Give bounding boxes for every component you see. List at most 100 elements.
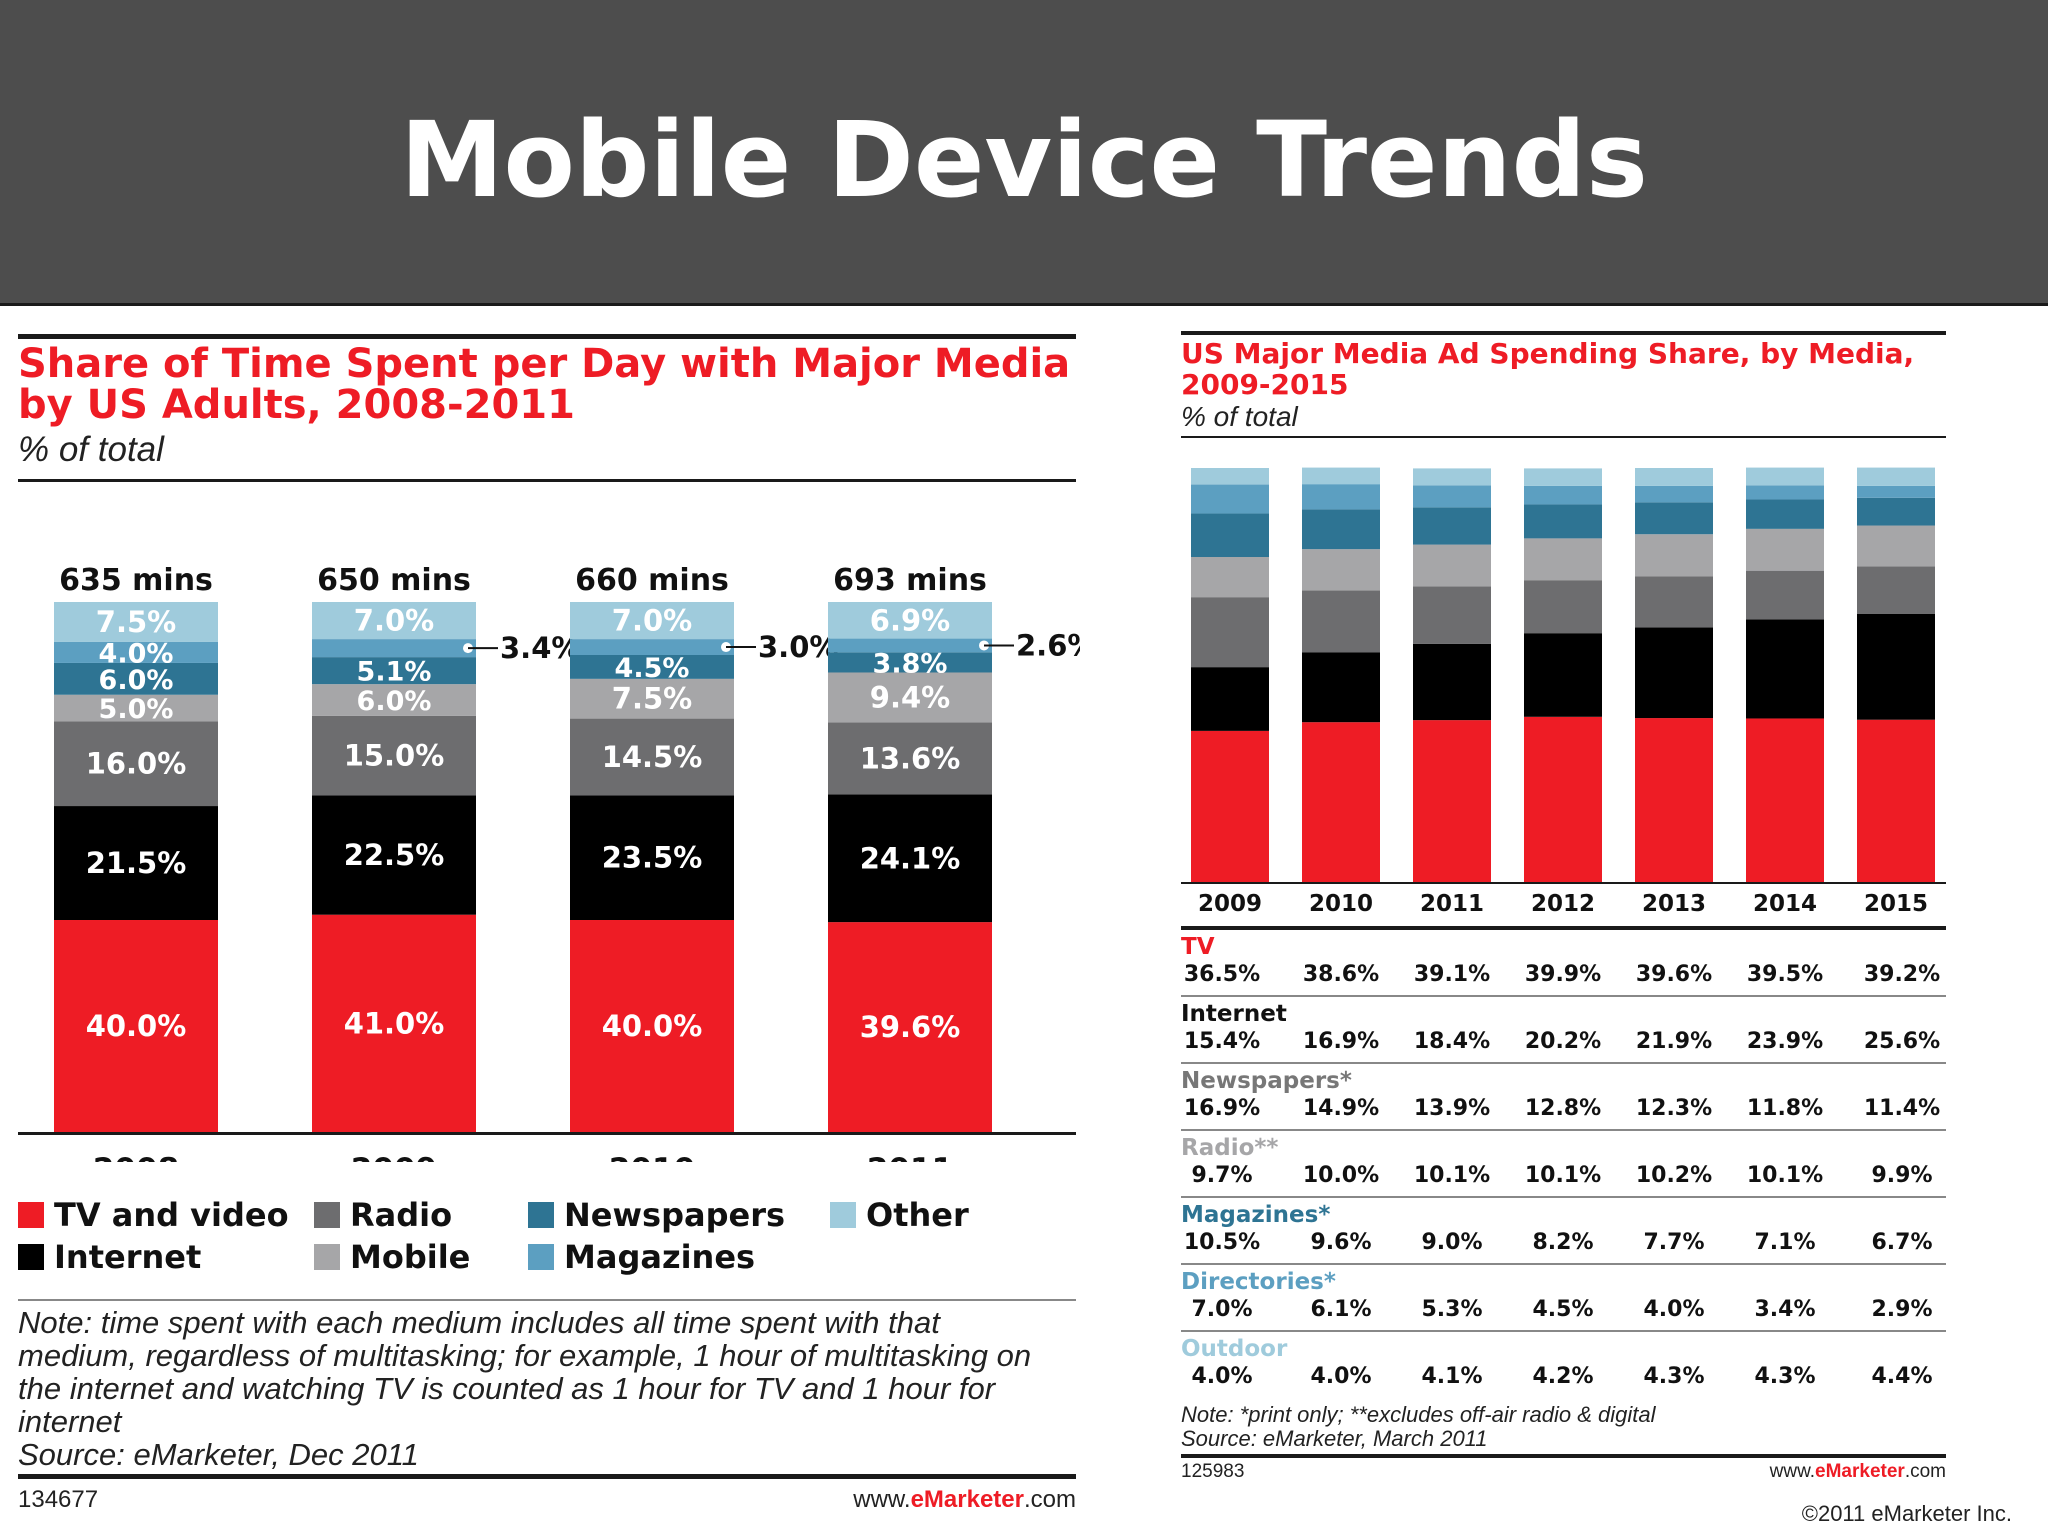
bar-segment-outdoor [1302,467,1380,485]
bar-segment-magazines [1413,507,1491,545]
right-chart-id: 125983 [1181,1461,1245,1482]
legend-internet: Internet [18,1238,201,1276]
table-cell: 39.9% [1524,962,1602,987]
bar-segment-magazines [54,641,218,663]
table-cell: 15.4% [1183,1029,1261,1054]
legend-swatch-icon [830,1202,856,1228]
bar-segment-directories [1857,485,1935,498]
legend-label: Internet [54,1238,202,1276]
bar-segment-directories [1413,485,1491,508]
right-axis-rule [1181,882,1946,884]
data-label: 5.1% [357,657,432,688]
table-cell: 4.0% [1310,1364,1372,1389]
table-cell: 5.3% [1421,1297,1483,1322]
right-header-rule [1181,436,1946,438]
data-label: 16.0% [86,747,187,781]
table-cell: 10.1% [1746,1163,1824,1188]
table-cell: 6.1% [1310,1297,1372,1322]
bar-segment-mobile [312,684,476,716]
bar-segment-outdoor [1635,468,1713,486]
table-cell: 10.1% [1524,1163,1602,1188]
bar-segment-outdoor [1746,467,1824,486]
data-label: 3.4% [500,631,580,665]
table-row-divider [1181,1330,1946,1332]
left-header-rule [18,479,1076,482]
table-cell: 21.9% [1635,1029,1713,1054]
x-axis-tick-label: 2015 [1863,891,1928,917]
left-note-rule [18,1299,1076,1301]
table-cell: 18.4% [1413,1029,1491,1054]
data-label: 7.0% [612,604,692,638]
bar-segment-magazines [1746,499,1824,529]
footer-brand: eMarketer [910,1486,1024,1513]
table-row-label: Radio** [1181,1135,1279,1161]
bar-segment-tv [1857,719,1935,882]
left-top-rule [18,334,1076,339]
table-cell: 10.5% [1183,1230,1261,1255]
table-cell: 10.2% [1635,1163,1713,1188]
table-cell: 8.2% [1532,1230,1594,1255]
bar-segment-tv [1413,720,1491,882]
table-cell: 6.7% [1871,1230,1933,1255]
table-cell: 12.3% [1635,1096,1713,1121]
table-cell: 3.4% [1754,1297,1816,1322]
data-label: 41.0% [344,1006,445,1040]
table-cell: 12.8% [1524,1096,1602,1121]
bar-segment-directories [1635,485,1713,503]
table-row-label: Directories* [1181,1269,1336,1295]
bar-segment-tv [1524,716,1602,882]
footer-tld: .com [1023,1486,1076,1513]
bar-segment-mobile [54,694,218,722]
data-label: 3.8% [873,648,948,679]
data-label: 22.5% [344,838,445,872]
table-cell: 11.4% [1863,1096,1941,1121]
table-row-label: Internet [1181,1001,1287,1027]
bar-segment-newspapers [1413,586,1491,644]
bar-segment-other [570,602,734,640]
table-cell: 4.0% [1643,1297,1705,1322]
data-label: 3.0% [758,630,838,664]
table-cell: 16.9% [1183,1096,1261,1121]
bar-segment-internet [1746,619,1824,719]
bar-segment-mobile [570,678,734,719]
table-row-divider [1181,1129,1946,1131]
left-chart-id: 134677 [18,1486,99,1513]
x-axis-tick-label: 2009 [351,1152,437,1162]
table-cell: 11.8% [1746,1096,1824,1121]
bar-segment-newspapers [1857,566,1935,614]
legend-label: Other [866,1196,969,1234]
copyright: ©2011 eMarketer Inc. [1801,1501,2012,1526]
table-cell: 10.0% [1302,1163,1380,1188]
legend-label: Mobile [350,1238,471,1276]
data-label: 7.5% [612,682,692,716]
table-cell: 4.3% [1643,1364,1705,1389]
table-row-label: TV [1181,934,1215,960]
bar-segment-radio [828,722,992,795]
bar-segment-other [54,602,218,642]
table-cell: 9.6% [1310,1230,1372,1255]
data-label: 6.9% [870,603,950,637]
bar-segment-magazines [1191,513,1269,558]
bar-segment-internet [570,795,734,920]
right-chart-source: Source: eMarketer, March 2011 [1181,1426,1488,1451]
bar-segment-radio [1524,538,1602,581]
table-row-divider [1181,1062,1946,1064]
bar-segment-radio [570,718,734,796]
bar-segment-tv [1191,730,1269,882]
table-row-divider [1181,1263,1946,1265]
x-axis-tick-label: 2008 [93,1152,179,1162]
left-stacked-bar-chart: 40.0%21.5%16.0%5.0%6.0%4.0%7.5%635 mins2… [54,563,1080,1162]
bar-segment-radio [54,721,218,807]
bar-segment-newspapers [312,657,476,685]
bar-segment-radio [1635,534,1713,577]
bar-total-label: 660 mins [575,563,729,598]
title-banner: Mobile Device Trends [0,0,2048,306]
left-chart-title-line2: by US Adults, 2008-2011 [18,382,575,428]
footer-www: www. [853,1486,911,1513]
table-cell: 10.1% [1413,1163,1491,1188]
data-label: 39.6% [860,1010,961,1044]
table-row-label: Outdoor [1181,1336,1288,1362]
right-chart-title-line1: US Major Media Ad Spending Share, by Med… [1181,337,1915,370]
left-footer-logo: www.eMarketer.com [853,1486,1076,1514]
table-row-label: Magazines* [1181,1202,1331,1228]
